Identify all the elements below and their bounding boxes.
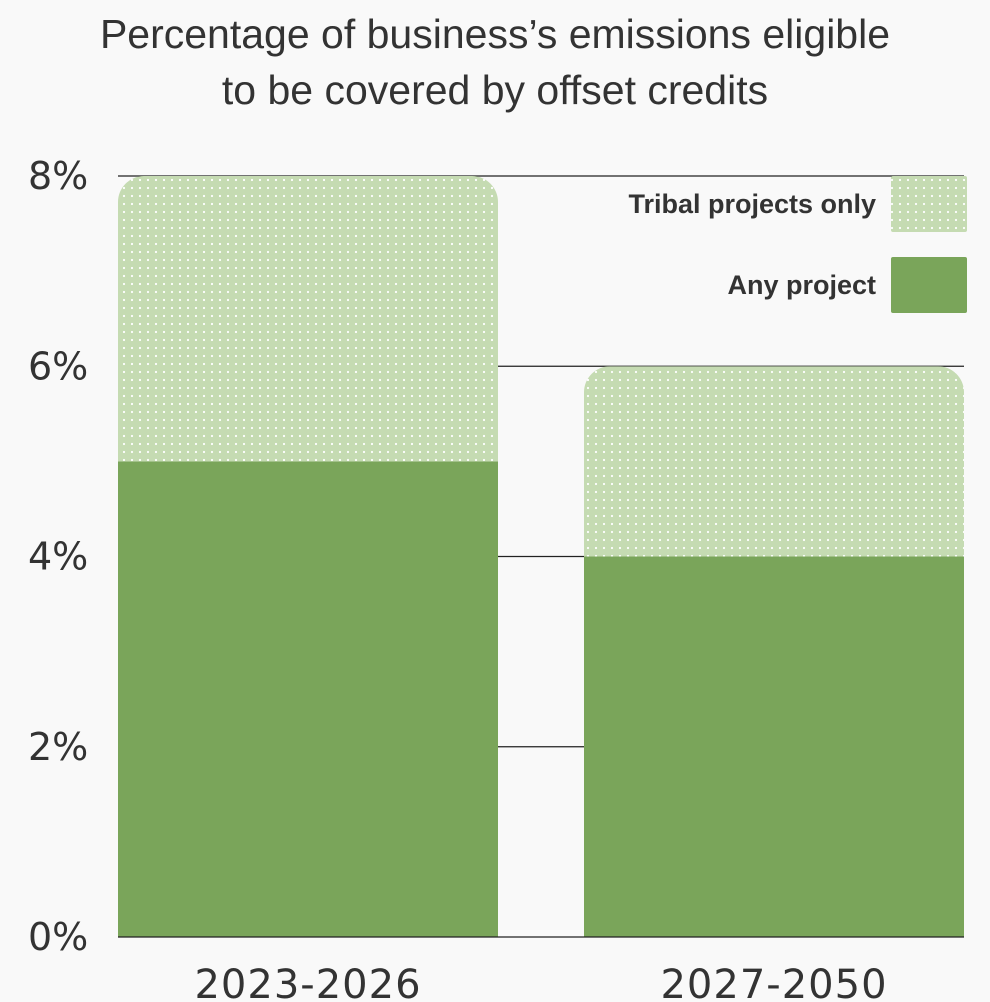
y-tick-label: 0%	[28, 915, 88, 959]
axes: 0% 2% 4% 6% 8% 2023-2026 2027-2050	[28, 154, 964, 1002]
y-tick-label: 6%	[28, 344, 88, 388]
legend-swatch	[891, 176, 967, 232]
legend-swatch	[891, 257, 967, 313]
bar-segment-tribal-projects-only	[584, 366, 964, 557]
legend: Tribal projects only Any project	[628, 176, 967, 313]
chart-title-line-2: to be covered by offset credits	[221, 67, 769, 113]
y-tick-label: 8%	[28, 154, 88, 198]
bar-segment-tribal-projects-only	[118, 176, 498, 462]
bars	[118, 176, 964, 937]
y-tick-label: 4%	[28, 535, 88, 579]
x-tick-label: 2027-2050	[660, 962, 887, 1002]
x-tick-label: 2023-2026	[194, 962, 421, 1002]
bar-group-2027-2050	[584, 366, 964, 937]
bar-segment-any-project	[584, 556, 964, 937]
legend-label: Tribal projects only	[628, 189, 876, 219]
bar-segment-any-project	[118, 461, 498, 937]
y-tick-label: 2%	[28, 725, 88, 769]
bar-group-2023-2026	[118, 176, 498, 937]
chart-title-line-1: Percentage of business’s emissions eligi…	[99, 11, 891, 57]
chart-title: Percentage of business’s emissions eligi…	[0, 6, 990, 118]
legend-label: Any project	[727, 270, 876, 300]
